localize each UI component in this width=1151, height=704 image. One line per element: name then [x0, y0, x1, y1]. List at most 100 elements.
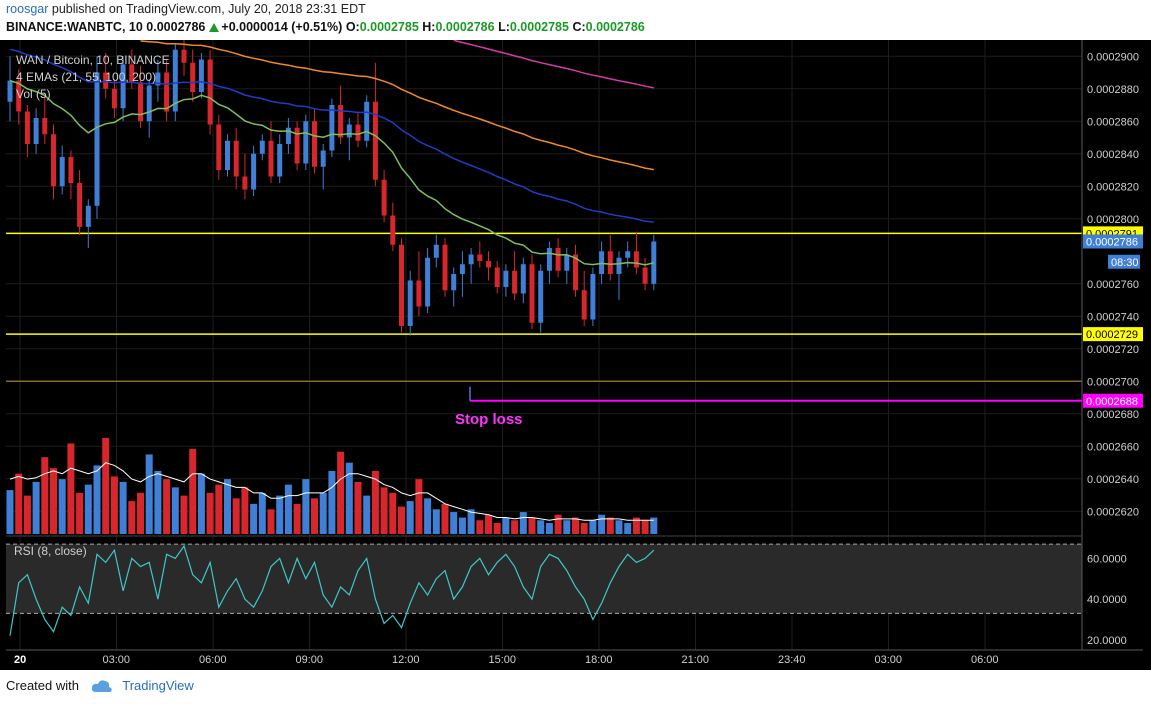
high-value: 0.0002786: [435, 20, 495, 34]
tradingview-cloud-icon: [91, 680, 112, 692]
candle-body: [407, 280, 413, 326]
candle-body: [338, 105, 344, 138]
low-value: 0.0002785: [509, 20, 569, 34]
volume-bar: [467, 509, 475, 534]
ohlc-header: BINANCE:WANBTC, 10 0.0002786 +0.0000014 (…: [6, 20, 645, 34]
candle-body: [381, 179, 387, 216]
volume-bar: [189, 448, 197, 534]
candle-body: [468, 254, 474, 265]
candle-body: [555, 248, 561, 271]
volume-bar: [58, 479, 66, 534]
candle-body: [303, 121, 309, 164]
candle-body: [494, 267, 500, 287]
author-link[interactable]: roosgar: [6, 2, 49, 16]
volume-bar: [171, 487, 179, 534]
time-tick: 06:00: [971, 654, 999, 666]
candle-body: [625, 251, 631, 258]
volume-bar: [528, 517, 536, 534]
candle-body: [459, 264, 465, 274]
candle-body: [198, 59, 204, 92]
candle-body: [329, 105, 335, 151]
price-tick: 0.0002840: [1087, 149, 1139, 161]
price-label-bg: [1083, 393, 1143, 408]
trading-chart[interactable]: 20 03:00 06:00 09:00 12:00 15:00 18:00 21:00 23:…: [0, 40, 1151, 670]
price-tick: 0.0002900: [1087, 51, 1139, 63]
volume-bar: [15, 473, 23, 534]
legend-symbol: WAN / Bitcoin, 10, BINANCE: [16, 53, 170, 67]
time-tick: 20: [14, 654, 26, 666]
tradingview-link[interactable]: TradingView: [122, 678, 194, 693]
volume-bar: [345, 462, 353, 534]
time-tick: 03:00: [103, 654, 131, 666]
volume-bar: [197, 473, 205, 534]
candle-body: [285, 127, 291, 144]
volume-bar: [163, 479, 171, 534]
volume-bar: [293, 503, 301, 534]
ema-55-line: [9, 48, 654, 223]
time-tick: 15:00: [489, 654, 517, 666]
rsi-band: [6, 543, 1082, 614]
price-tick: 0.0002820: [1087, 181, 1139, 193]
volume-bar: [180, 495, 188, 534]
candle-body: [433, 244, 439, 258]
rsi-tick: 60.0000: [1087, 553, 1127, 565]
volume-bar: [258, 492, 266, 534]
volume-bar: [224, 479, 231, 534]
volume-bar: [572, 517, 579, 534]
price-tick: 0.0002700: [1087, 376, 1139, 388]
volume-bar: [511, 520, 519, 534]
volume-bar: [363, 495, 371, 534]
volume-bar: [311, 498, 318, 534]
candle-body: [651, 241, 657, 284]
time-tick: 09:00: [296, 654, 324, 666]
volume-bar: [598, 514, 606, 534]
price-label-bg: [1083, 234, 1143, 249]
candle-body: [538, 270, 544, 323]
candle-body: [320, 150, 326, 167]
candle-body: [294, 127, 300, 164]
candle-body: [129, 64, 135, 83]
candle-body: [633, 251, 639, 268]
candle-body: [451, 274, 457, 291]
volume-bar: [519, 512, 527, 534]
volume-bar: [406, 501, 414, 534]
candle-body: [616, 257, 622, 274]
volume-bar: [41, 457, 49, 534]
volume-bar: [84, 484, 92, 534]
volume-bar: [267, 509, 275, 534]
candle-body: [399, 244, 404, 326]
volume-bar: [537, 520, 545, 534]
candle-body: [259, 140, 265, 154]
candle-body: [94, 72, 100, 206]
candle-body: [642, 267, 648, 284]
price-tick: 0.0002720: [1087, 344, 1139, 356]
candle-body: [207, 59, 213, 125]
volume-bar: [354, 481, 362, 534]
last-price: 0.0002786: [146, 20, 206, 34]
rsi-tick: 40.0000: [1087, 594, 1127, 606]
open-value: 0.0002785: [359, 20, 419, 34]
candle-body: [33, 118, 39, 144]
volume-bar: [241, 487, 249, 534]
volume-bar: [485, 514, 492, 534]
volume-bar: [389, 492, 397, 534]
price-label: 0.0002729: [1086, 329, 1138, 341]
volume-bar: [424, 498, 432, 534]
volume-bar: [110, 476, 118, 534]
volume-bar: [276, 495, 284, 534]
open-label: O:: [345, 20, 360, 34]
volume-bar: [137, 492, 144, 534]
volume-bar: [589, 520, 597, 534]
volume-bar: [606, 517, 614, 534]
legend-emas: 4 EMAs (21, 55, 100, 200): [16, 70, 156, 84]
volume-bar: [450, 512, 458, 534]
axes: 20 03:00 06:00 09:00 12:00 15:00 18:00 21:00 23:…: [6, 40, 1143, 666]
volume-bar: [328, 470, 336, 534]
candle-body: [51, 134, 56, 187]
volume-bar: [67, 443, 75, 534]
volume-bar: [371, 470, 379, 534]
publish-text: published on TradingView.com, July 20, 2…: [51, 2, 366, 16]
rsi-band-fill: [6, 544, 1082, 614]
candle-body: [138, 82, 143, 122]
volume-bars: [6, 438, 658, 534]
